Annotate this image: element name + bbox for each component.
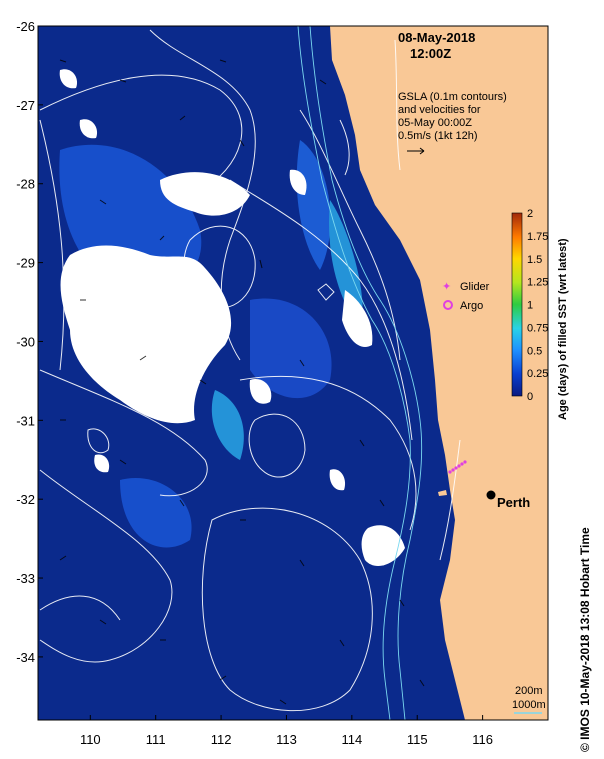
gsla-line-4: 0.5m/s (1kt 12h) <box>398 130 477 142</box>
cloud-mask <box>59 69 405 567</box>
isobath-lines <box>297 26 423 720</box>
gsla-contours <box>39 29 461 712</box>
lat-tick-label: -33 <box>16 571 35 586</box>
colorbar-tick-label: 2 <box>527 208 533 220</box>
colorbar-tick-label: 1.75 <box>527 231 548 243</box>
isobath-200m-label: 200m <box>515 685 543 697</box>
plot-frame <box>37 25 549 721</box>
colorbar-tick-label: 0 <box>527 391 533 403</box>
lat-tick-label: -26 <box>16 19 35 34</box>
colorbar-tick-label: 1.5 <box>527 254 542 266</box>
gsla-line-2: and velocities for <box>398 104 481 116</box>
lat-tick-label: -34 <box>16 650 35 665</box>
lat-tick-label: -30 <box>16 334 35 349</box>
velocity-arrows <box>59 59 425 705</box>
lat-tick-label: -27 <box>16 98 35 113</box>
lon-tick-label: 111 <box>146 732 166 747</box>
map-date: 08-May-2018 <box>398 30 475 45</box>
gsla-line-1: GSLA (0.1m contours) <box>398 91 507 103</box>
isobath-1000m-label: 1000m <box>512 699 546 711</box>
lat-axis: -26 -27 -28 -29 -30 -31 -32 -33 -34 <box>16 19 43 665</box>
lon-tick-label: 113 <box>276 732 297 747</box>
perth-label: Perth <box>497 495 530 510</box>
glider-marker-icon: ✦ <box>442 281 451 293</box>
colorbar-ticks: 2 1.75 1.5 1.25 1 0.75 0.5 0.25 0 <box>527 208 548 403</box>
lat-tick-label: -28 <box>16 177 35 192</box>
colorbar-tick-label: 0.25 <box>527 368 548 380</box>
glider-legend-label: Glider <box>460 281 490 293</box>
lon-axis: 110 111 112 113 114 115 116 <box>80 715 493 747</box>
rottnest-island <box>438 490 447 496</box>
credit-text: IMOS 10-May-2018 13:08 Hobart Time <box>578 527 592 740</box>
perth-marker <box>486 490 496 500</box>
colorbar <box>511 212 523 397</box>
lat-tick-label: -32 <box>16 492 35 507</box>
footer-credit: © IMOS 10-May-2018 13:08 Hobart Time <box>578 527 592 752</box>
lon-tick-label: 110 <box>80 732 101 747</box>
argo-legend-label: Argo <box>460 300 483 312</box>
colorbar-title: Age (days) of filled SST (wrt latest) <box>557 238 569 420</box>
lon-tick-label: 112 <box>211 732 232 747</box>
gsla-line-3: 05-May 00:00Z <box>398 117 472 129</box>
map-time: 12:00Z <box>410 46 451 61</box>
argo-marker-icon <box>443 300 453 310</box>
colorbar-tick-label: 0.5 <box>527 345 542 357</box>
copyright-symbol: © <box>578 743 592 752</box>
glider-track <box>448 460 467 474</box>
lat-tick-label: -29 <box>16 256 35 271</box>
land-western-australia <box>330 26 548 720</box>
colorbar-tick-label: 0.75 <box>527 322 548 334</box>
lon-tick-label: 116 <box>472 732 493 747</box>
colorbar-tick-label: 1.25 <box>527 277 548 289</box>
lat-tick-label: -31 <box>16 413 35 428</box>
velocity-scale-arrow-icon <box>407 147 425 155</box>
plot-area: Perth <box>38 26 548 720</box>
colorbar-tick-label: 1 <box>527 300 533 312</box>
lon-tick-label: 115 <box>407 732 428 747</box>
lon-tick-label: 114 <box>341 732 362 747</box>
